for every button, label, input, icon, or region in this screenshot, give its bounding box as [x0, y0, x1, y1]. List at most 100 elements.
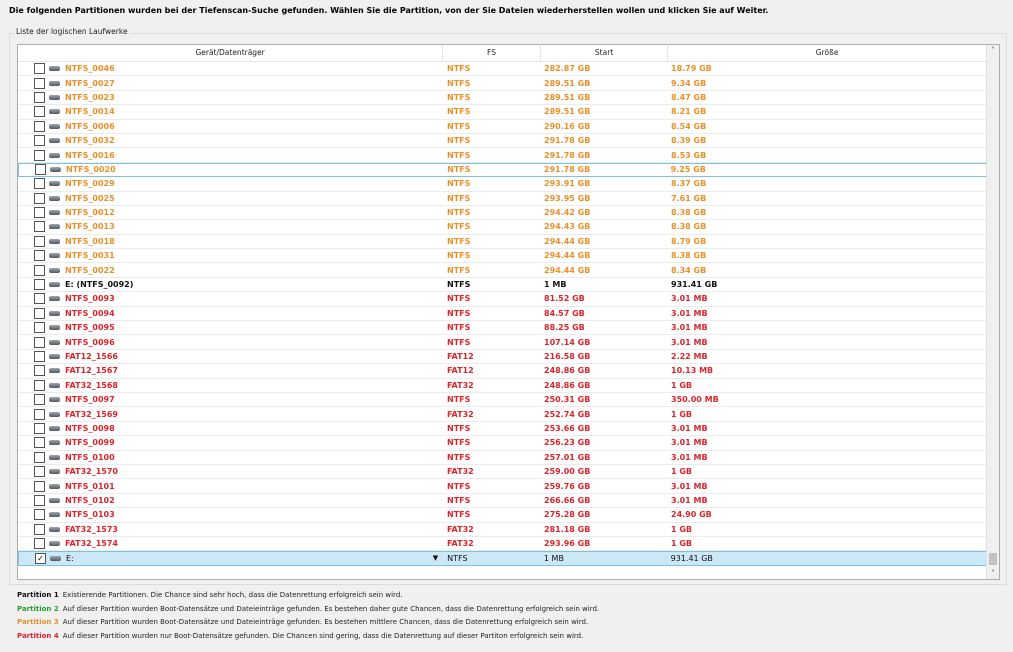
- table-row[interactable]: NTFS_0100 NTFS 257.01 GB 3.01 MB: [18, 451, 987, 465]
- table-row[interactable]: NTFS_0016 NTFS 291.78 GB 8.53 GB: [18, 148, 987, 163]
- fs-cell: NTFS: [447, 107, 471, 117]
- table-row[interactable]: NTFS_0012 NTFS 294.42 GB 8.38 GB: [18, 206, 987, 221]
- row-checkbox[interactable]: [34, 437, 45, 449]
- row-checkbox[interactable]: [34, 538, 45, 550]
- device-cell: NTFS_0023: [18, 91, 444, 103]
- row-checkbox[interactable]: [34, 509, 45, 521]
- table-row[interactable]: NTFS_0098 NTFS 253.66 GB 3.01 MB: [18, 422, 987, 437]
- row-checkbox[interactable]: [34, 264, 45, 276]
- table-row[interactable]: ✓ E: ▼ NTFS 1 MB 931.41 GB: [18, 551, 987, 566]
- table-row[interactable]: NTFS_0022 NTFS 294.44 GB 8.34 GB: [18, 263, 987, 278]
- table-row[interactable]: NTFS_0032 NTFS 291.78 GB 8.39 GB: [18, 134, 987, 149]
- row-checkbox[interactable]: [34, 322, 45, 334]
- table-row[interactable]: FAT32_1574 FAT32 293.96 GB 1 GB: [18, 537, 987, 552]
- fs-cell: NTFS: [447, 165, 471, 175]
- fs-cell: NTFS: [447, 193, 471, 203]
- table-row[interactable]: NTFS_0023 NTFS 289.51 GB 8.47 GB: [18, 91, 987, 106]
- column-header-size[interactable]: Größe: [668, 45, 987, 61]
- row-checkbox[interactable]: [34, 91, 45, 103]
- start-cell: 294.44 GB: [544, 265, 591, 275]
- row-checkbox[interactable]: [34, 135, 45, 147]
- row-checkbox[interactable]: [34, 149, 45, 161]
- disk-icon: [49, 138, 60, 144]
- row-checkbox[interactable]: [34, 293, 45, 305]
- device-name: FAT32_1568: [65, 380, 118, 390]
- table-row[interactable]: NTFS_0093 NTFS 81.52 GB 3.01 MB: [18, 292, 987, 307]
- table-row[interactable]: FAT32_1570 FAT32 259.00 GB 1 GB: [18, 465, 987, 480]
- row-checkbox[interactable]: [34, 279, 45, 291]
- row-checkbox[interactable]: [34, 408, 45, 420]
- table-row[interactable]: NTFS_0014 NTFS 289.51 GB 8.21 GB: [18, 105, 987, 120]
- table-row[interactable]: NTFS_0102 NTFS 266.66 GB 3.01 MB: [18, 494, 987, 509]
- table-row[interactable]: NTFS_0103 NTFS 275.28 GB 24.90 GB: [18, 508, 987, 523]
- size-cell: 3.01 MB: [671, 452, 708, 462]
- table-row[interactable]: NTFS_0006 NTFS 290.16 GB 8.54 GB: [18, 120, 987, 134]
- row-checkbox[interactable]: [34, 77, 45, 89]
- start-cell: 294.44 GB: [544, 236, 591, 246]
- dropdown-arrow-icon[interactable]: ▼: [432, 554, 439, 563]
- row-checkbox[interactable]: [34, 466, 45, 478]
- row-checkbox[interactable]: [34, 235, 45, 247]
- table-row[interactable]: NTFS_0099 NTFS 256.23 GB 3.01 MB: [18, 436, 987, 451]
- row-checkbox[interactable]: [34, 422, 45, 434]
- table-row[interactable]: NTFS_0020 NTFS 291.78 GB 9.25 GB: [18, 162, 987, 178]
- fs-cell: NTFS: [447, 495, 471, 505]
- device-cell: FAT32_1570: [18, 466, 444, 478]
- table-row[interactable]: NTFS_0029 NTFS 293.91 GB 8.37 GB: [18, 177, 987, 192]
- table-row[interactable]: NTFS_0031 NTFS 294.44 GB 8.38 GB: [18, 249, 987, 264]
- table-row[interactable]: NTFS_0095 NTFS 88.25 GB 3.01 MB: [18, 321, 987, 336]
- table-row[interactable]: NTFS_0046 NTFS 282.87 GB 18.79 GB: [18, 62, 987, 77]
- row-checkbox[interactable]: [34, 336, 45, 348]
- scroll-up-icon[interactable]: ˄: [991, 46, 995, 55]
- disk-icon: [49, 483, 60, 489]
- device-cell: NTFS_0100: [18, 451, 444, 463]
- table-row[interactable]: FAT32_1573 FAT32 281.18 GB 1 GB: [18, 523, 987, 537]
- table-row[interactable]: NTFS_0101 NTFS 259.76 GB 3.01 MB: [18, 479, 987, 494]
- vertical-scrollbar[interactable]: ˄ ˅: [986, 45, 999, 579]
- row-checkbox[interactable]: [34, 494, 45, 506]
- table-row[interactable]: FAT32_1568 FAT32 248.86 GB 1 GB: [18, 379, 987, 393]
- row-checkbox[interactable]: [34, 394, 45, 406]
- row-checkbox[interactable]: [34, 106, 45, 118]
- row-checkbox[interactable]: [34, 365, 45, 377]
- start-cell: 281.18 GB: [544, 524, 591, 534]
- table-row[interactable]: FAT12_1567 FAT12 248.86 GB 10.13 MB: [18, 364, 987, 379]
- column-header-fs[interactable]: FS: [443, 45, 541, 61]
- size-cell: 3.01 MB: [671, 337, 708, 347]
- device-cell: NTFS_0101: [18, 480, 444, 492]
- row-checkbox[interactable]: [34, 207, 45, 219]
- column-header-start[interactable]: Start: [541, 45, 669, 61]
- row-checkbox[interactable]: [34, 63, 45, 75]
- row-checkbox[interactable]: [34, 120, 45, 132]
- table-row[interactable]: FAT32_1569 FAT32 252.74 GB 1 GB: [18, 407, 987, 422]
- table-row[interactable]: NTFS_0097 NTFS 250.31 GB 350.00 MB: [18, 393, 987, 408]
- row-checkbox[interactable]: [34, 480, 45, 492]
- row-checkbox[interactable]: [34, 523, 45, 535]
- size-cell: 24.90 GB: [671, 510, 712, 520]
- table-row[interactable]: NTFS_0013 NTFS 294.43 GB 8.38 GB: [18, 220, 987, 235]
- column-header-device[interactable]: Gerät/Datenträger: [18, 45, 444, 61]
- table-row[interactable]: FAT12_1566 FAT12 216.58 GB 2.22 MB: [18, 350, 987, 365]
- table-row[interactable]: NTFS_0027 NTFS 289.51 GB 9.34 GB: [18, 76, 987, 91]
- scrollbar-thumb[interactable]: [989, 553, 997, 565]
- row-checkbox[interactable]: [34, 192, 45, 204]
- table-row[interactable]: NTFS_0096 NTFS 107.14 GB 3.01 MB: [18, 335, 987, 350]
- table-row[interactable]: E: (NTFS_0092) NTFS 1 MB 931.41 GB: [18, 278, 987, 293]
- row-checkbox[interactable]: ✓: [35, 552, 46, 564]
- device-name: NTFS_0016: [65, 150, 115, 160]
- row-checkbox[interactable]: [34, 351, 45, 362]
- table-row[interactable]: NTFS_0094 NTFS 84.57 GB 3.01 MB: [18, 307, 987, 322]
- device-name: NTFS_0094: [65, 308, 115, 318]
- row-checkbox[interactable]: [34, 221, 45, 233]
- row-checkbox[interactable]: [34, 178, 45, 190]
- row-checkbox[interactable]: [34, 379, 45, 391]
- row-checkbox[interactable]: [35, 164, 46, 176]
- row-checkbox[interactable]: [34, 451, 45, 463]
- table-row[interactable]: NTFS_0025 NTFS 293.95 GB 7.61 GB: [18, 192, 987, 206]
- size-cell: 9.34 GB: [671, 78, 707, 88]
- row-checkbox[interactable]: [34, 250, 45, 262]
- table-row[interactable]: NTFS_0018 NTFS 294.44 GB 8.79 GB: [18, 235, 987, 250]
- row-checkbox[interactable]: [34, 307, 45, 319]
- size-cell: 8.37 GB: [671, 179, 707, 189]
- scroll-down-icon[interactable]: ˅: [991, 569, 995, 578]
